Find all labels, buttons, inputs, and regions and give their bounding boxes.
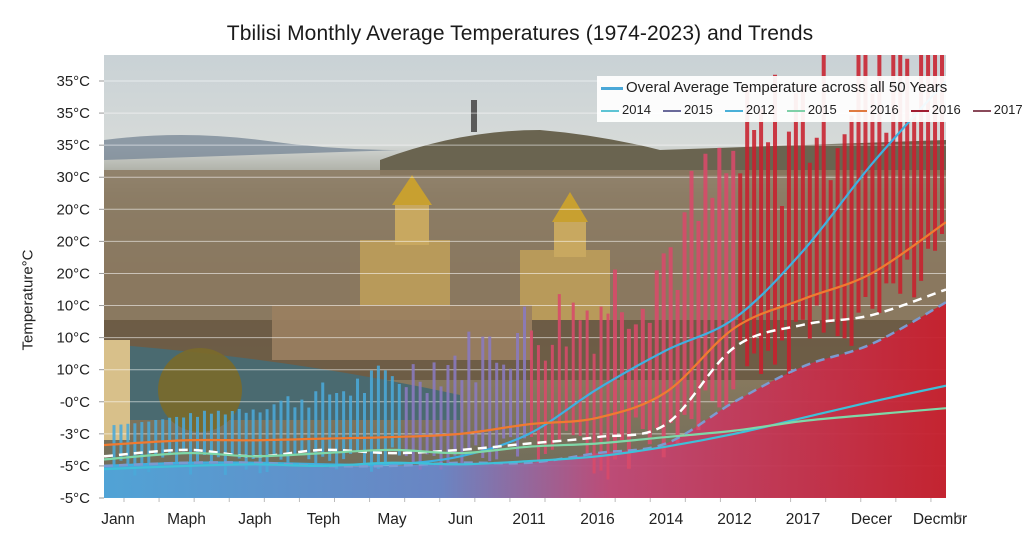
y-tick-label: -3°C — [60, 426, 90, 443]
x-tick-label: 2012 — [717, 511, 751, 528]
legend-label: 2016 — [931, 102, 961, 117]
x-tick-label: 2017 — [786, 511, 820, 528]
legend-swatch — [601, 109, 619, 112]
series-line — [104, 384, 946, 471]
y-tick-label: 35°C — [56, 73, 90, 90]
x-tick-label: Decer — [851, 511, 892, 528]
legend-swatch — [786, 109, 805, 112]
y-tick-label: 10°C — [56, 362, 90, 379]
legend-item: 2014 — [601, 102, 651, 117]
y-tick-label: 30°C — [56, 169, 90, 186]
y-tick-label: 35°C — [56, 105, 90, 122]
x-tick-label: Teph — [307, 511, 341, 528]
y-tick-label: -0°C — [60, 394, 90, 411]
series-line — [104, 221, 946, 447]
legend-swatch — [601, 86, 623, 90]
chart-title: Tbilisi Monthly Average Temperatures (19… — [226, 22, 814, 45]
x-tick-label: Decmbr — [913, 511, 967, 528]
legend-row-years: 2014 2015 2012 2015 2016 2016 2017 — [601, 102, 1024, 118]
x-tick-label: May — [377, 511, 407, 528]
legend-label: 2015 — [807, 102, 837, 117]
y-tick-label: 20°C — [56, 233, 90, 250]
x-tick-label: 2016 — [580, 511, 614, 528]
legend-item: 2016 — [848, 102, 899, 117]
x-tick-label: Maph — [167, 511, 206, 528]
x-tick-label: Jun — [448, 511, 473, 528]
series-line — [104, 301, 946, 468]
series-line — [104, 407, 946, 461]
y-tick-label: 10°C — [56, 298, 90, 315]
y-tick-label: -5°C — [60, 490, 90, 507]
y-tick-label: 20°C — [56, 201, 90, 218]
mouse-cursor-icon: ▾ — [957, 512, 963, 523]
x-axis: Jann Maph Japh Teph May Jun 2011 2016 2014 2012 20… — [101, 498, 967, 528]
x-tick-label: Jann — [101, 511, 135, 528]
legend-item: 2012 — [724, 102, 775, 117]
x-tick-label: Japh — [238, 511, 272, 528]
legend-label: 2014 — [622, 102, 651, 117]
legend-swatch — [910, 109, 929, 112]
legend-swatch — [662, 109, 681, 112]
x-tick-label: 2014 — [649, 511, 684, 528]
y-tick-label: 10°C — [56, 330, 90, 347]
x-tick-label: 2011 — [512, 511, 545, 528]
legend-row-main: Overal Average Temperature across all 50… — [601, 79, 947, 96]
legend-label: 2016 — [869, 102, 899, 117]
legend-item: 2015 — [786, 102, 837, 117]
legend-label: 2012 — [745, 102, 775, 117]
legend-item: 2016 — [910, 102, 961, 117]
y-tick-label: 35°C — [56, 137, 90, 154]
y-tick-label: -5°C — [60, 458, 90, 475]
y-axis: 35°C 35°C 35°C 30°C 20°C 20°C 20°C 10°C 10°C 10°C… — [56, 73, 104, 507]
legend-swatch — [724, 109, 743, 112]
legend-swatch — [972, 109, 991, 112]
legend-swatch — [848, 109, 867, 112]
series-lines — [104, 80, 946, 471]
legend-label: 2017 — [993, 102, 1023, 117]
legend-label: Overal Average Temperature across all 50… — [626, 79, 948, 96]
legend: Overal Average Temperature across all 50… — [597, 76, 1023, 122]
legend-label: 2015 — [683, 102, 713, 117]
y-tick-label: 20°C — [56, 265, 90, 282]
gradient-area — [104, 302, 946, 498]
legend-item: 2015 — [662, 102, 713, 117]
legend-item: 2017 — [972, 102, 1023, 117]
